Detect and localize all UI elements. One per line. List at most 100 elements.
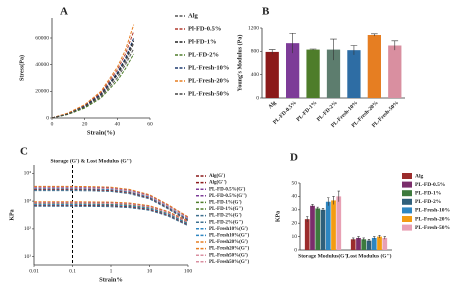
y-axis-label: Stress(Pa) xyxy=(18,55,25,81)
y-tick-label: 20 xyxy=(292,220,298,226)
error-bar xyxy=(268,49,276,55)
panel-label: A xyxy=(60,6,68,18)
x-tick-label: Lost Modulus (G'') xyxy=(347,252,392,259)
series-line xyxy=(34,190,189,222)
legend-swatch xyxy=(402,181,412,188)
series-line xyxy=(51,53,135,119)
legend-label: PL-Fresh10%(G'') xyxy=(209,234,250,239)
bar xyxy=(382,237,388,250)
y-tick-label: 50 xyxy=(292,180,298,186)
error-bar xyxy=(311,204,314,208)
bar xyxy=(388,45,402,98)
x-tick-label: Storage Modulus(G') xyxy=(298,252,348,259)
legend-label: PL-Fresh-50% xyxy=(188,90,229,97)
legend-label: PL-Fresh-50% xyxy=(415,225,450,231)
series-line xyxy=(34,205,189,227)
bar xyxy=(325,201,331,250)
series-line xyxy=(51,43,135,119)
x-tick-label: PL-FD-1% xyxy=(296,100,319,123)
y-tick-label: 10² xyxy=(24,226,32,232)
error-bar xyxy=(289,32,296,54)
y-tick-label: 0 xyxy=(294,247,297,253)
legend-label: Alg(G') xyxy=(209,174,225,179)
x-tick-label: 0 xyxy=(51,121,54,127)
bar xyxy=(377,236,382,250)
y-axis-label: KPa xyxy=(275,211,281,222)
x-tick-label: 20 xyxy=(82,121,88,127)
x-tick-label: 40 xyxy=(115,121,121,127)
error-bar xyxy=(350,45,358,55)
error-bar xyxy=(306,216,309,222)
x-axis-label: Strain% xyxy=(99,276,123,283)
series-line xyxy=(34,186,189,218)
legend-label: PL-FD-1% xyxy=(415,190,441,196)
error-bar xyxy=(378,234,381,238)
bar xyxy=(350,239,356,250)
bar xyxy=(310,205,315,250)
error-bar xyxy=(357,236,360,240)
y-tick-label: 10 xyxy=(292,234,298,240)
legend-label: Alg(G'') xyxy=(209,181,227,186)
series-line xyxy=(51,31,135,119)
legend-label: PL-Fresh10%(G') xyxy=(209,227,248,232)
x-axis-label: Strain(%) xyxy=(87,129,115,136)
panel-label: C xyxy=(20,146,28,158)
error-bar xyxy=(330,38,337,61)
y-tick-label: 40 xyxy=(292,194,298,200)
series-line xyxy=(34,204,189,226)
y-tick-label: 0 xyxy=(46,115,49,121)
error-bar xyxy=(309,48,317,51)
bar xyxy=(306,49,320,98)
series-line xyxy=(34,201,189,223)
y-tick-label: 10¹ xyxy=(24,254,32,260)
series-line xyxy=(34,202,189,223)
bar xyxy=(320,209,326,250)
error-bar xyxy=(352,237,355,241)
bar xyxy=(265,51,279,98)
y-axis-label: Young's Modulus (Pa) xyxy=(236,35,243,92)
bar xyxy=(366,240,372,250)
series-line xyxy=(51,40,135,119)
legend-label: PL-FD-0.5% xyxy=(415,182,445,188)
y-tick-label: 30 xyxy=(292,207,298,213)
bar xyxy=(356,237,361,250)
y-tick-label: 10³ xyxy=(24,198,32,204)
legend-label: PL-FD-2%(G') xyxy=(209,214,242,219)
y-tick-label: 800 xyxy=(251,49,260,55)
error-bar xyxy=(367,238,371,242)
x-tick-label: 100 xyxy=(184,268,193,274)
legend-label: PL-Fresh-20% xyxy=(188,77,229,84)
legend-label: Alg xyxy=(415,173,424,179)
x-tick-label: 60 xyxy=(147,121,153,127)
x-tick-label: Alg xyxy=(267,100,277,110)
bar xyxy=(371,237,377,250)
legend-label: Pl-FD-0.5% xyxy=(188,25,221,32)
legend-label: PL-Fresh-10% xyxy=(415,208,450,214)
y-tick-label: 1200 xyxy=(248,25,259,31)
series-line xyxy=(34,187,189,219)
y-axis-label: KPa xyxy=(9,209,15,220)
y-tick-label: 0 xyxy=(256,95,259,101)
series-line xyxy=(34,204,189,225)
legend-label: Pl-FD-1% xyxy=(188,38,217,45)
series-line xyxy=(51,24,135,119)
legend-label: PL-FD-2% xyxy=(188,51,219,58)
series-line xyxy=(34,201,189,222)
x-tick-label: 1 xyxy=(110,268,113,274)
bar xyxy=(331,200,336,250)
x-tick-label: 10 xyxy=(147,268,153,274)
bar xyxy=(286,43,300,98)
legend-label: PL-Fresh20%(G') xyxy=(209,240,248,245)
error-bar xyxy=(327,197,330,206)
legend-label: PL-FD-2%(G'') xyxy=(209,220,243,225)
legend-label: PL-FD-2% xyxy=(415,199,441,205)
bar xyxy=(347,50,361,98)
legend-swatch xyxy=(402,216,412,222)
y-tick-label: 60000 xyxy=(35,35,49,41)
error-bar xyxy=(316,206,319,210)
legend-label: PL-FD-1%(G') xyxy=(209,201,242,206)
bar xyxy=(367,35,381,98)
panel-label: D xyxy=(290,152,298,164)
error-bar xyxy=(391,40,399,51)
